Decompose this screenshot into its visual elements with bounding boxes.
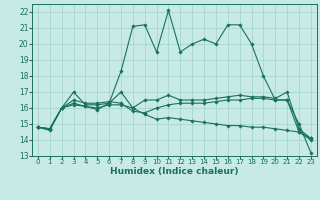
X-axis label: Humidex (Indice chaleur): Humidex (Indice chaleur) xyxy=(110,167,239,176)
